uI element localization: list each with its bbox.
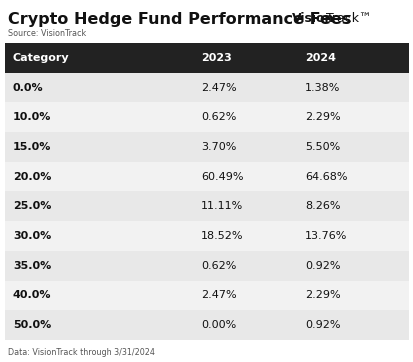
Text: 0.92%: 0.92% [304, 261, 339, 271]
Bar [5, 221, 408, 251]
Text: 25.0%: 25.0% [13, 201, 51, 211]
Text: Source: VisionTrack: Source: VisionTrack [8, 29, 86, 38]
Text: 0.0%: 0.0% [13, 83, 43, 93]
Text: 2024: 2024 [304, 53, 335, 63]
Text: 60.49%: 60.49% [201, 172, 243, 182]
Text: 8.26%: 8.26% [304, 201, 339, 211]
Bar [5, 162, 408, 191]
Text: 40.0%: 40.0% [13, 290, 51, 300]
Text: 2023: 2023 [201, 53, 231, 63]
Bar [5, 251, 408, 281]
Text: 0.62%: 0.62% [201, 261, 236, 271]
Text: 2.29%: 2.29% [304, 290, 340, 300]
Bar [5, 73, 408, 102]
Text: 20.0%: 20.0% [13, 172, 51, 182]
Text: Crypto Hedge Fund Performance Fees: Crypto Hedge Fund Performance Fees [8, 12, 350, 27]
Bar [5, 102, 408, 132]
Text: Category: Category [13, 53, 69, 63]
Text: 0.62%: 0.62% [201, 112, 236, 122]
Text: Track™: Track™ [325, 12, 370, 25]
Bar [5, 310, 408, 340]
Text: 18.52%: 18.52% [201, 231, 243, 241]
Bar [5, 191, 408, 221]
Text: 0.92%: 0.92% [304, 320, 339, 330]
Text: 13.76%: 13.76% [304, 231, 347, 241]
Text: 2.47%: 2.47% [201, 290, 236, 300]
Bar [5, 132, 408, 162]
Text: 50.0%: 50.0% [13, 320, 51, 330]
Text: 2.47%: 2.47% [201, 83, 236, 93]
Text: 11.11%: 11.11% [201, 201, 243, 211]
Text: 15.0%: 15.0% [13, 142, 51, 152]
Text: 5.50%: 5.50% [304, 142, 339, 152]
Text: Data: VisionTrack through 3/31/2024: Data: VisionTrack through 3/31/2024 [8, 348, 154, 357]
Text: 3.70%: 3.70% [201, 142, 236, 152]
Bar [5, 281, 408, 310]
Text: 30.0%: 30.0% [13, 231, 51, 241]
Text: Vision: Vision [291, 12, 334, 25]
Text: 64.68%: 64.68% [304, 172, 347, 182]
Bar [5, 43, 408, 73]
Text: 1.38%: 1.38% [304, 83, 339, 93]
Text: 2.29%: 2.29% [304, 112, 340, 122]
Text: 10.0%: 10.0% [13, 112, 51, 122]
Text: 0.00%: 0.00% [201, 320, 236, 330]
Text: 35.0%: 35.0% [13, 261, 51, 271]
